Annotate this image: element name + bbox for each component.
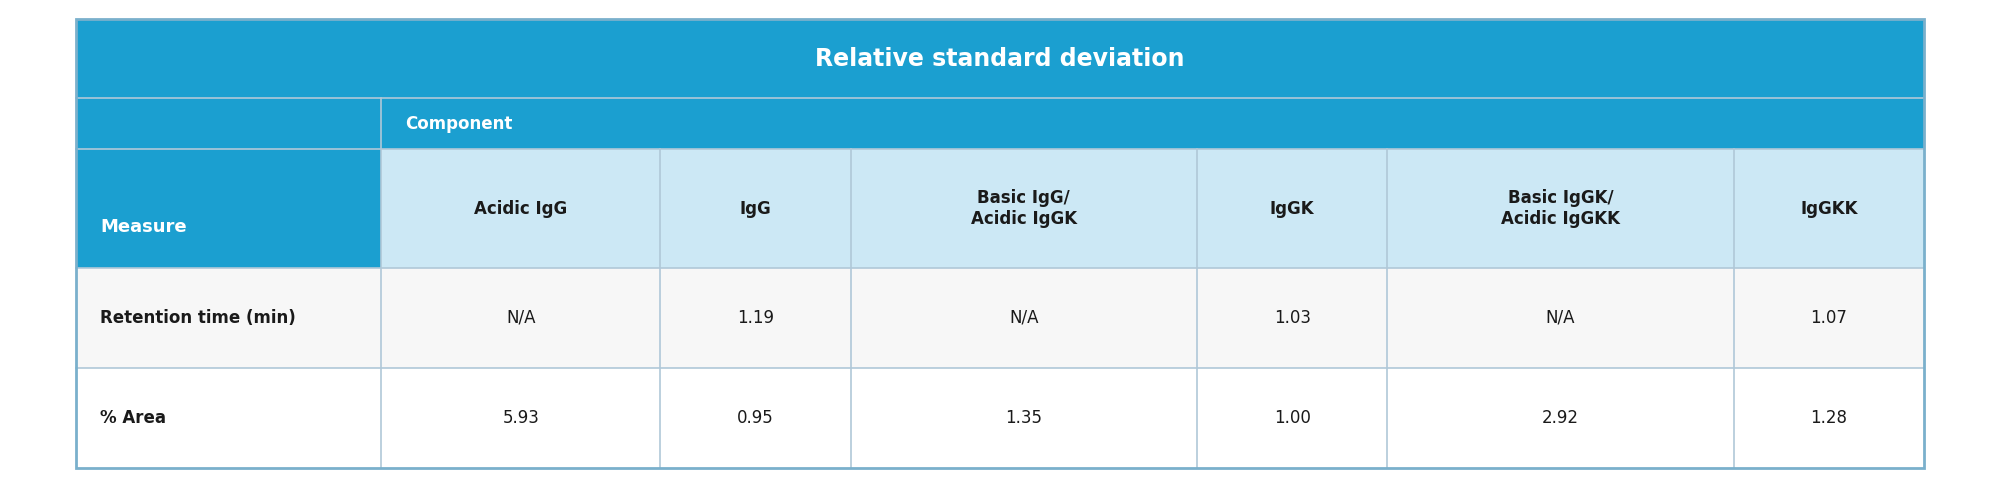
Bar [1388, 368, 1734, 468]
Bar [76, 150, 380, 268]
Bar [1734, 368, 1924, 468]
Text: 1.07: 1.07 [1810, 309, 1848, 327]
Text: Measure: Measure [100, 218, 186, 236]
Text: 1.00: 1.00 [1274, 409, 1310, 427]
Text: IgG: IgG [740, 200, 772, 218]
Bar [1734, 150, 1924, 268]
Text: 5.93: 5.93 [502, 409, 540, 427]
Bar [660, 150, 850, 268]
Text: Relative standard deviation: Relative standard deviation [816, 47, 1184, 71]
Bar [1198, 268, 1388, 368]
Bar [380, 98, 1924, 150]
Text: 1.35: 1.35 [1006, 409, 1042, 427]
Text: Acidic IgG: Acidic IgG [474, 200, 568, 218]
Bar [850, 268, 1198, 368]
Text: IgGK: IgGK [1270, 200, 1314, 218]
Bar [660, 368, 850, 468]
Bar [1388, 150, 1734, 268]
Text: Basic IgGK/
Acidic IgGKK: Basic IgGK/ Acidic IgGKK [1502, 189, 1620, 228]
Bar [380, 368, 660, 468]
Text: % Area: % Area [100, 409, 166, 427]
Bar [850, 368, 1198, 468]
Bar [76, 368, 380, 468]
Text: 0.95: 0.95 [738, 409, 774, 427]
Text: N/A: N/A [506, 309, 536, 327]
Bar [380, 268, 660, 368]
Bar [380, 150, 660, 268]
Bar [76, 19, 1924, 98]
Text: N/A: N/A [1546, 309, 1576, 327]
Text: Retention time (min): Retention time (min) [100, 309, 296, 327]
Bar [76, 268, 380, 368]
Bar [1198, 150, 1388, 268]
Bar [1198, 368, 1388, 468]
Text: 1.19: 1.19 [738, 309, 774, 327]
Bar [76, 98, 380, 150]
Text: 1.28: 1.28 [1810, 409, 1848, 427]
Bar [660, 268, 850, 368]
Bar [1388, 268, 1734, 368]
Text: Basic IgG/
Acidic IgGK: Basic IgG/ Acidic IgGK [970, 189, 1076, 228]
Text: N/A: N/A [1010, 309, 1038, 327]
Text: Component: Component [404, 114, 512, 132]
Text: 2.92: 2.92 [1542, 409, 1580, 427]
Bar [1734, 268, 1924, 368]
Bar [850, 150, 1198, 268]
Text: IgGKK: IgGKK [1800, 200, 1858, 218]
Text: 1.03: 1.03 [1274, 309, 1310, 327]
